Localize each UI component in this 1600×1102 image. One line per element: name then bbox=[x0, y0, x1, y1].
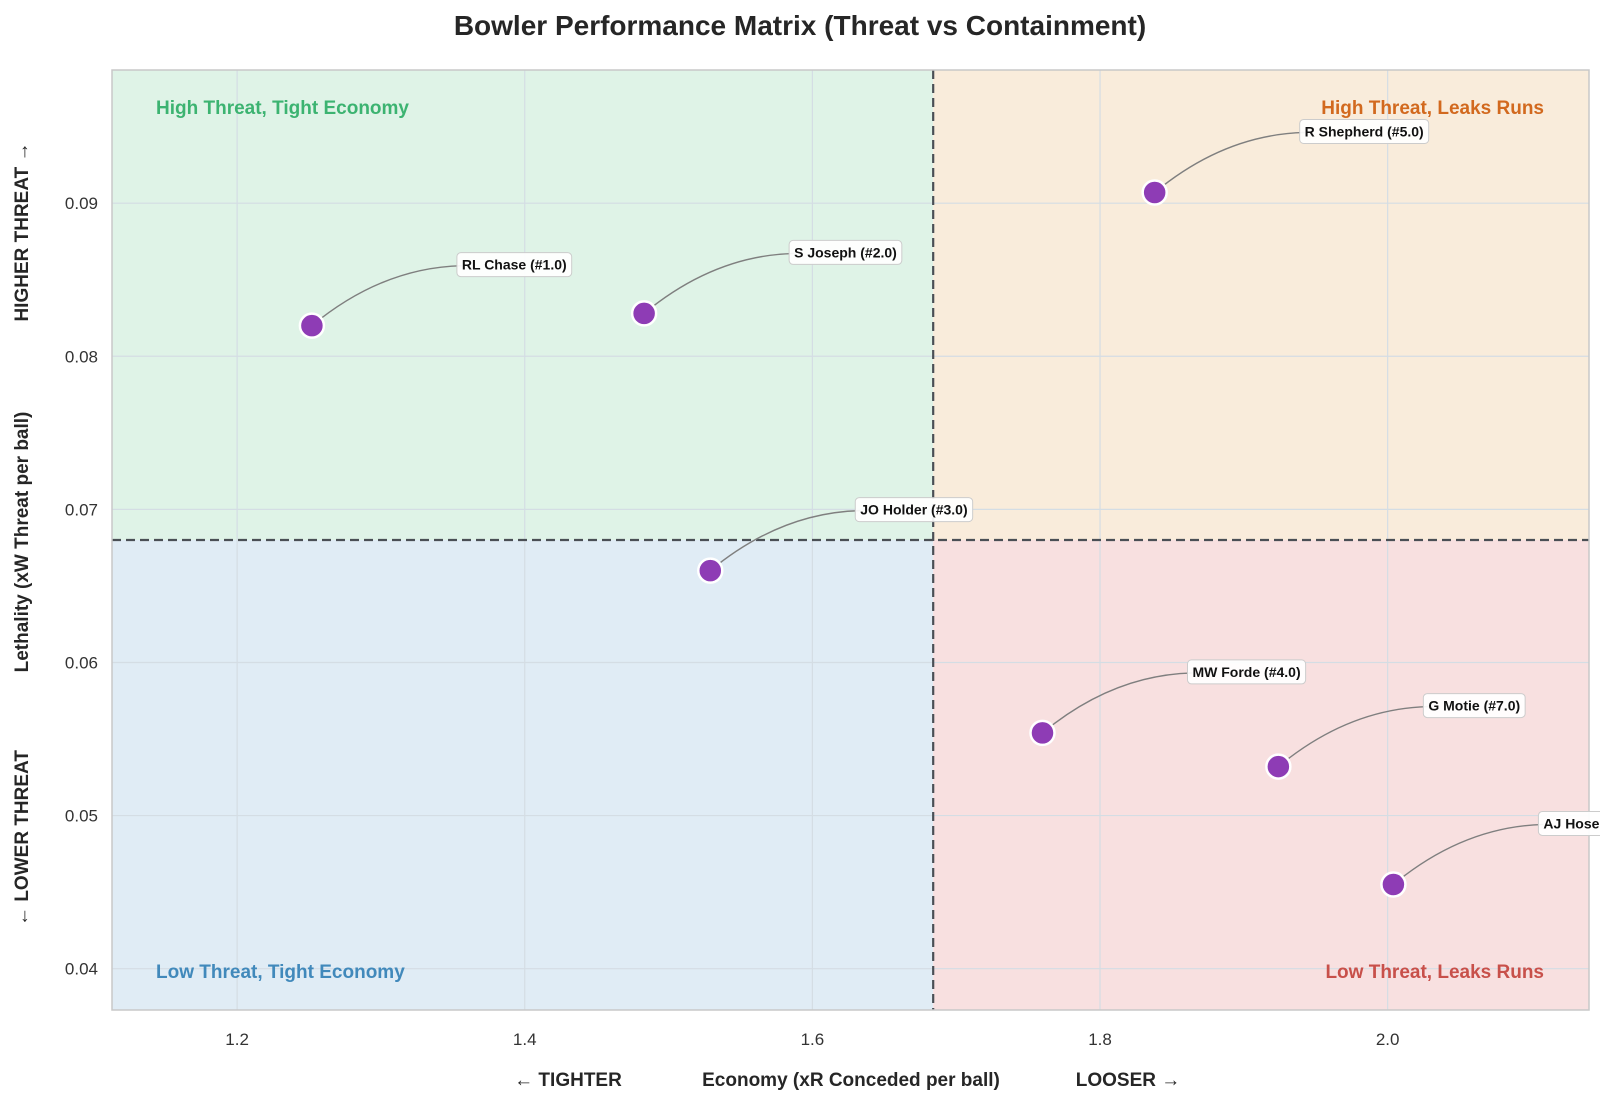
bowler-point bbox=[1141, 179, 1168, 206]
point-label: RL Chase (#1.0) bbox=[456, 252, 573, 278]
quadrant-label-bottom-right: Low Threat, Leaks Runs bbox=[1325, 962, 1544, 983]
quadrant-backgrounds bbox=[112, 70, 1589, 1010]
quadrant-bottom-left bbox=[112, 540, 934, 1010]
point-label: MW Forde (#4.0) bbox=[1186, 659, 1307, 685]
point-label-text: AJ Hosein (#6.0) bbox=[1543, 815, 1600, 831]
x-tick-label: 1.2 bbox=[225, 1030, 249, 1049]
quadrant-label-top-left: High Threat, Tight Economy bbox=[156, 98, 409, 119]
plot-frame bbox=[111, 69, 1590, 1011]
point-label-text: S Joseph (#2.0) bbox=[794, 244, 897, 260]
quadrant-top-right bbox=[933, 70, 1589, 540]
x-axis-right-hint: LOOSER → bbox=[1076, 1070, 1181, 1091]
y-tick-label: 0.06 bbox=[65, 653, 98, 672]
point-label-text: G Motie (#7.0) bbox=[1428, 698, 1520, 714]
y-tick-label: 0.09 bbox=[65, 194, 98, 213]
annotation-arrow bbox=[643, 252, 795, 314]
x-axis-ticks: 1.2 1.4 1.6 1.8 2.0 bbox=[225, 1030, 1399, 1049]
annotation-arrow bbox=[1154, 131, 1305, 194]
point-label: R Shepherd (#5.0) bbox=[1299, 118, 1430, 144]
point-label: G Motie (#7.0) bbox=[1422, 693, 1526, 719]
annotation-arrow bbox=[1392, 823, 1544, 886]
quadrant-dividers bbox=[112, 70, 1589, 1010]
annotation-arrow bbox=[1277, 705, 1429, 768]
y-tick-label: 0.08 bbox=[65, 347, 98, 366]
bowler-point bbox=[697, 557, 724, 584]
bowler-point bbox=[1380, 871, 1407, 898]
bowler-point bbox=[1029, 719, 1056, 747]
point-label-box bbox=[1537, 810, 1600, 836]
point-label-text: MW Forde (#4.0) bbox=[1192, 664, 1300, 680]
point-label-box bbox=[456, 252, 573, 278]
annotation-connectors bbox=[311, 131, 1544, 886]
point-label-box bbox=[788, 239, 903, 265]
quadrant-label-bottom-left: Low Threat, Tight Economy bbox=[156, 962, 405, 983]
point-label: AJ Hosein (#6.0) bbox=[1537, 810, 1600, 836]
y-tick-label: 0.04 bbox=[65, 960, 98, 979]
y-axis-label: Lethality (xW Threat per ball) bbox=[12, 412, 33, 673]
point-label: S Joseph (#2.0) bbox=[788, 239, 903, 265]
chart-title: Bowler Performance Matrix (Threat vs Con… bbox=[454, 10, 1146, 41]
y-tick-label: 0.07 bbox=[65, 500, 98, 519]
x-axis-label: Economy (xR Conceded per ball) bbox=[702, 1070, 1000, 1091]
y-axis-bottom-hint: ← LOWER THREAT bbox=[12, 750, 33, 926]
point-label-box bbox=[854, 497, 974, 523]
y-tick-label: 0.05 bbox=[65, 807, 98, 826]
point-labels: RL Chase (#1.0) S Joseph (#2.0) JO Holder … bbox=[456, 118, 1600, 836]
x-tick-label: 2.0 bbox=[1376, 1030, 1400, 1049]
x-tick-label: 1.8 bbox=[1088, 1030, 1112, 1049]
quadrant-top-left bbox=[112, 70, 934, 540]
point-label-box bbox=[1186, 659, 1307, 685]
annotation-arrow bbox=[709, 509, 861, 572]
bowler-point bbox=[298, 312, 326, 339]
annotation-arrow bbox=[311, 264, 462, 327]
y-axis-top-hint: HIGHER THREAT → bbox=[12, 142, 33, 321]
bowler-point bbox=[1265, 753, 1292, 780]
point-label-text: JO Holder (#3.0) bbox=[860, 502, 967, 518]
point-label-text: RL Chase (#1.0) bbox=[462, 257, 567, 273]
x-axis-left-hint: ← TIGHTER bbox=[514, 1070, 622, 1091]
point-label-box bbox=[1299, 118, 1430, 144]
point-label-text: R Shepherd (#5.0) bbox=[1305, 123, 1424, 139]
data-points bbox=[298, 179, 1407, 898]
point-label: JO Holder (#3.0) bbox=[854, 497, 974, 523]
quadrant-bottom-right bbox=[933, 540, 1589, 1010]
x-tick-label: 1.6 bbox=[801, 1030, 825, 1049]
quadrant-label-top-right: High Threat, Leaks Runs bbox=[1321, 98, 1544, 119]
y-axis-ticks: 0.04 0.05 0.06 0.07 0.08 0.09 bbox=[65, 194, 98, 978]
annotation-arrow bbox=[1042, 672, 1193, 734]
point-label-box bbox=[1422, 693, 1526, 719]
bowler-point bbox=[630, 300, 658, 327]
quadrant-labels: High Threat, Tight Economy High Threat, … bbox=[156, 98, 1544, 983]
x-tick-label: 1.4 bbox=[513, 1030, 537, 1049]
